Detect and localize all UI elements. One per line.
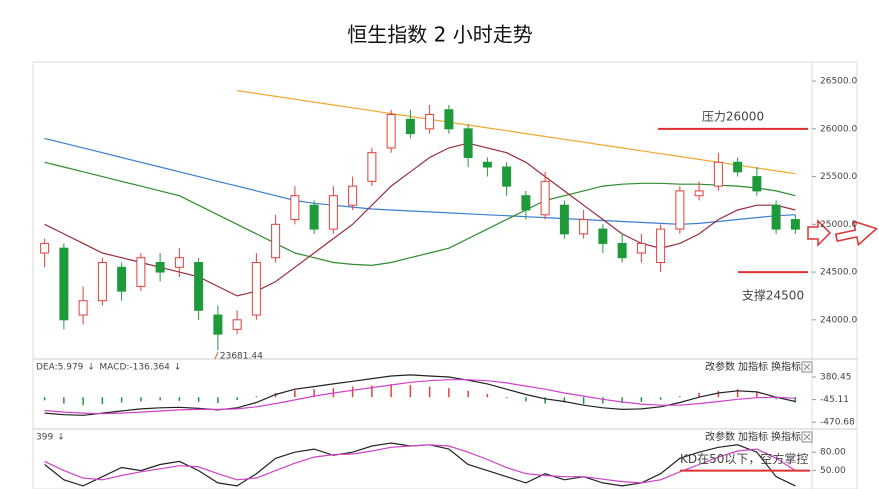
candle-body (213, 314, 223, 335)
line (237, 90, 796, 175)
arrow (807, 219, 832, 247)
candle-body (290, 195, 300, 221)
candle-body (348, 185, 358, 206)
candle-body (251, 262, 261, 316)
arrow (834, 220, 879, 247)
indicator-label: DEA:5.979 (36, 363, 84, 373)
indicator-arrow: ↓ (174, 363, 182, 373)
line (44, 161, 796, 267)
indicator-label: MACD:-136.364 (99, 363, 170, 373)
candle-body (59, 247, 69, 321)
candle-body (521, 195, 531, 211)
y-tick-label: -470.68 (820, 418, 855, 428)
candle-body (675, 190, 685, 230)
candle-body (405, 118, 415, 135)
y-tick-label: 25000.0 (820, 220, 857, 230)
line (44, 142, 796, 297)
candle-body (790, 219, 800, 230)
button[interactable]: 改参数 (705, 360, 735, 373)
frame (32, 61, 858, 489)
close-icon (803, 363, 811, 371)
low-label: 23681.44 (220, 352, 263, 362)
candle-body (174, 257, 184, 268)
candle-body (540, 180, 550, 216)
y-tick-label: 26000.0 (820, 124, 857, 134)
y-tick-label: 80.00 (820, 448, 846, 458)
candle-body (194, 262, 204, 311)
candle-body (271, 223, 281, 259)
candle-body (444, 109, 454, 130)
support-label: 支撑24500 (742, 288, 804, 303)
candle-body (656, 228, 666, 264)
y-tick-label: 25500.0 (820, 172, 857, 182)
y-tick-label: -45.11 (820, 395, 849, 405)
candle-body (463, 128, 473, 158)
button[interactable]: 加指标 (738, 430, 768, 443)
candle-body (617, 242, 627, 259)
candle-body (309, 204, 319, 230)
low-pointer (214, 352, 219, 360)
candle-body (386, 114, 396, 149)
candle-body (598, 228, 608, 244)
close-icon (803, 433, 811, 441)
candle-body (752, 176, 762, 192)
chart-title: 恒生指数 2 小时走势 (347, 23, 532, 47)
indicator-arrow: ↓ (87, 363, 95, 373)
candle-body (232, 319, 242, 330)
button[interactable]: 换指标 (771, 430, 801, 443)
candle-body (771, 204, 781, 230)
y-tick-label: 380.45 (820, 373, 852, 383)
candle-body (78, 300, 88, 316)
candle-body (328, 195, 338, 230)
button[interactable]: 加指标 (738, 360, 768, 373)
line (44, 444, 796, 484)
candle-body (713, 161, 723, 187)
candle-body (97, 262, 107, 302)
candle-body (482, 161, 492, 168)
y-tick-label: 26500.0 (820, 77, 857, 87)
candle-body (117, 266, 127, 292)
candle-body (559, 204, 569, 235)
y-tick-label: 50.00 (820, 466, 846, 476)
line (44, 137, 796, 225)
candle-body (694, 190, 704, 197)
indicator-arrow: ↓ (57, 433, 65, 443)
candle-body (579, 219, 589, 235)
annotation-label: KD在50以下，空方掌控 (680, 451, 808, 466)
candle-body (425, 114, 435, 130)
candle-body (40, 242, 50, 254)
y-tick-label: 24500.0 (820, 268, 857, 278)
candle-body (733, 161, 743, 173)
candle-body (502, 166, 512, 187)
candle-body (636, 242, 646, 254)
candle-body (136, 257, 146, 287)
line (44, 379, 796, 415)
candle-body (367, 152, 377, 182)
y-tick-label: 24000.0 (820, 315, 857, 325)
candle-body (155, 262, 165, 273)
button[interactable]: 换指标 (771, 360, 801, 373)
button[interactable]: 改参数 (705, 430, 735, 443)
resistance-label: 压力26000 (702, 109, 764, 123)
indicator-label: 399 (36, 433, 53, 443)
